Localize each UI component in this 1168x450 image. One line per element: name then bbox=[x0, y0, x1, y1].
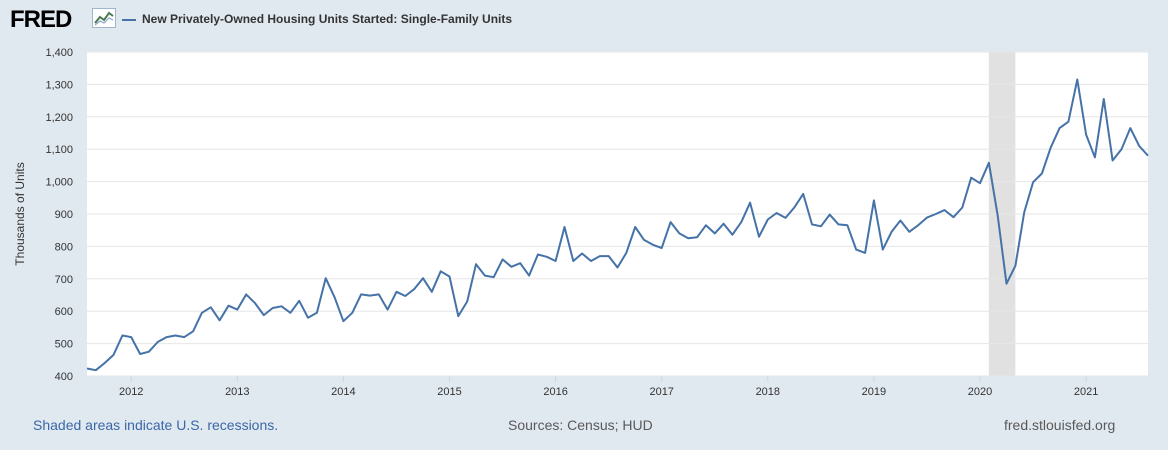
x-tick-label: 2014 bbox=[331, 386, 355, 398]
y-tick-label: 1,200 bbox=[45, 112, 73, 124]
y-tick-label: 400 bbox=[55, 371, 73, 383]
legend-series-name[interactable]: New Privately-Owned Housing Units Starte… bbox=[142, 12, 513, 26]
y-tick-label: 500 bbox=[55, 339, 73, 351]
y-tick-label: 700 bbox=[55, 274, 73, 286]
y-tick-label: 1,400 bbox=[45, 47, 73, 59]
y-tick-label: 800 bbox=[55, 241, 73, 253]
legend-swatch bbox=[122, 19, 136, 21]
sources-text: Sources: Census; HUD bbox=[508, 417, 653, 433]
y-axis-title: Thousands of Units bbox=[13, 162, 27, 265]
y-tick-label: 1,300 bbox=[45, 79, 73, 91]
y-tick-label: 1,000 bbox=[45, 177, 73, 189]
x-tick-label: 2019 bbox=[862, 386, 886, 398]
x-tick-label: 2020 bbox=[968, 386, 992, 398]
fred-logo[interactable]: FRED bbox=[10, 6, 72, 33]
x-tick-label: 2013 bbox=[225, 386, 249, 398]
x-axis-ticks: 2012 2013 2014 2015 2016 2017 2018 2019 2020 2021 bbox=[119, 376, 1098, 398]
line-chart-icon bbox=[92, 8, 116, 28]
x-tick-label: 2017 bbox=[649, 386, 673, 398]
line-chart: 400 500 600 700 800 900 1,000 1,100 1,200 1,300 1,… bbox=[13, 47, 1149, 398]
y-tick-label: 1,100 bbox=[45, 144, 73, 156]
y-axis-ticks: 400 500 600 700 800 900 1,000 1,100 1,200 1,300 1,… bbox=[45, 47, 73, 383]
chart-header: FRED New Privately-Owned Housing Units S… bbox=[0, 0, 1168, 42]
gridlines bbox=[87, 51, 1148, 377]
site-link[interactable]: fred.stlouisfed.org bbox=[1004, 417, 1116, 433]
series-line[interactable] bbox=[86, 78, 1149, 372]
y-tick-label: 900 bbox=[55, 209, 73, 221]
x-tick-label: 2016 bbox=[543, 386, 567, 398]
x-tick-label: 2015 bbox=[437, 386, 461, 398]
recession-note-link[interactable]: Shaded areas indicate U.S. recessions. bbox=[33, 417, 279, 433]
y-tick-label: 600 bbox=[55, 306, 73, 318]
x-tick-label: 2018 bbox=[756, 386, 780, 398]
x-tick-label: 2021 bbox=[1074, 386, 1098, 398]
x-tick-label: 2012 bbox=[119, 386, 143, 398]
